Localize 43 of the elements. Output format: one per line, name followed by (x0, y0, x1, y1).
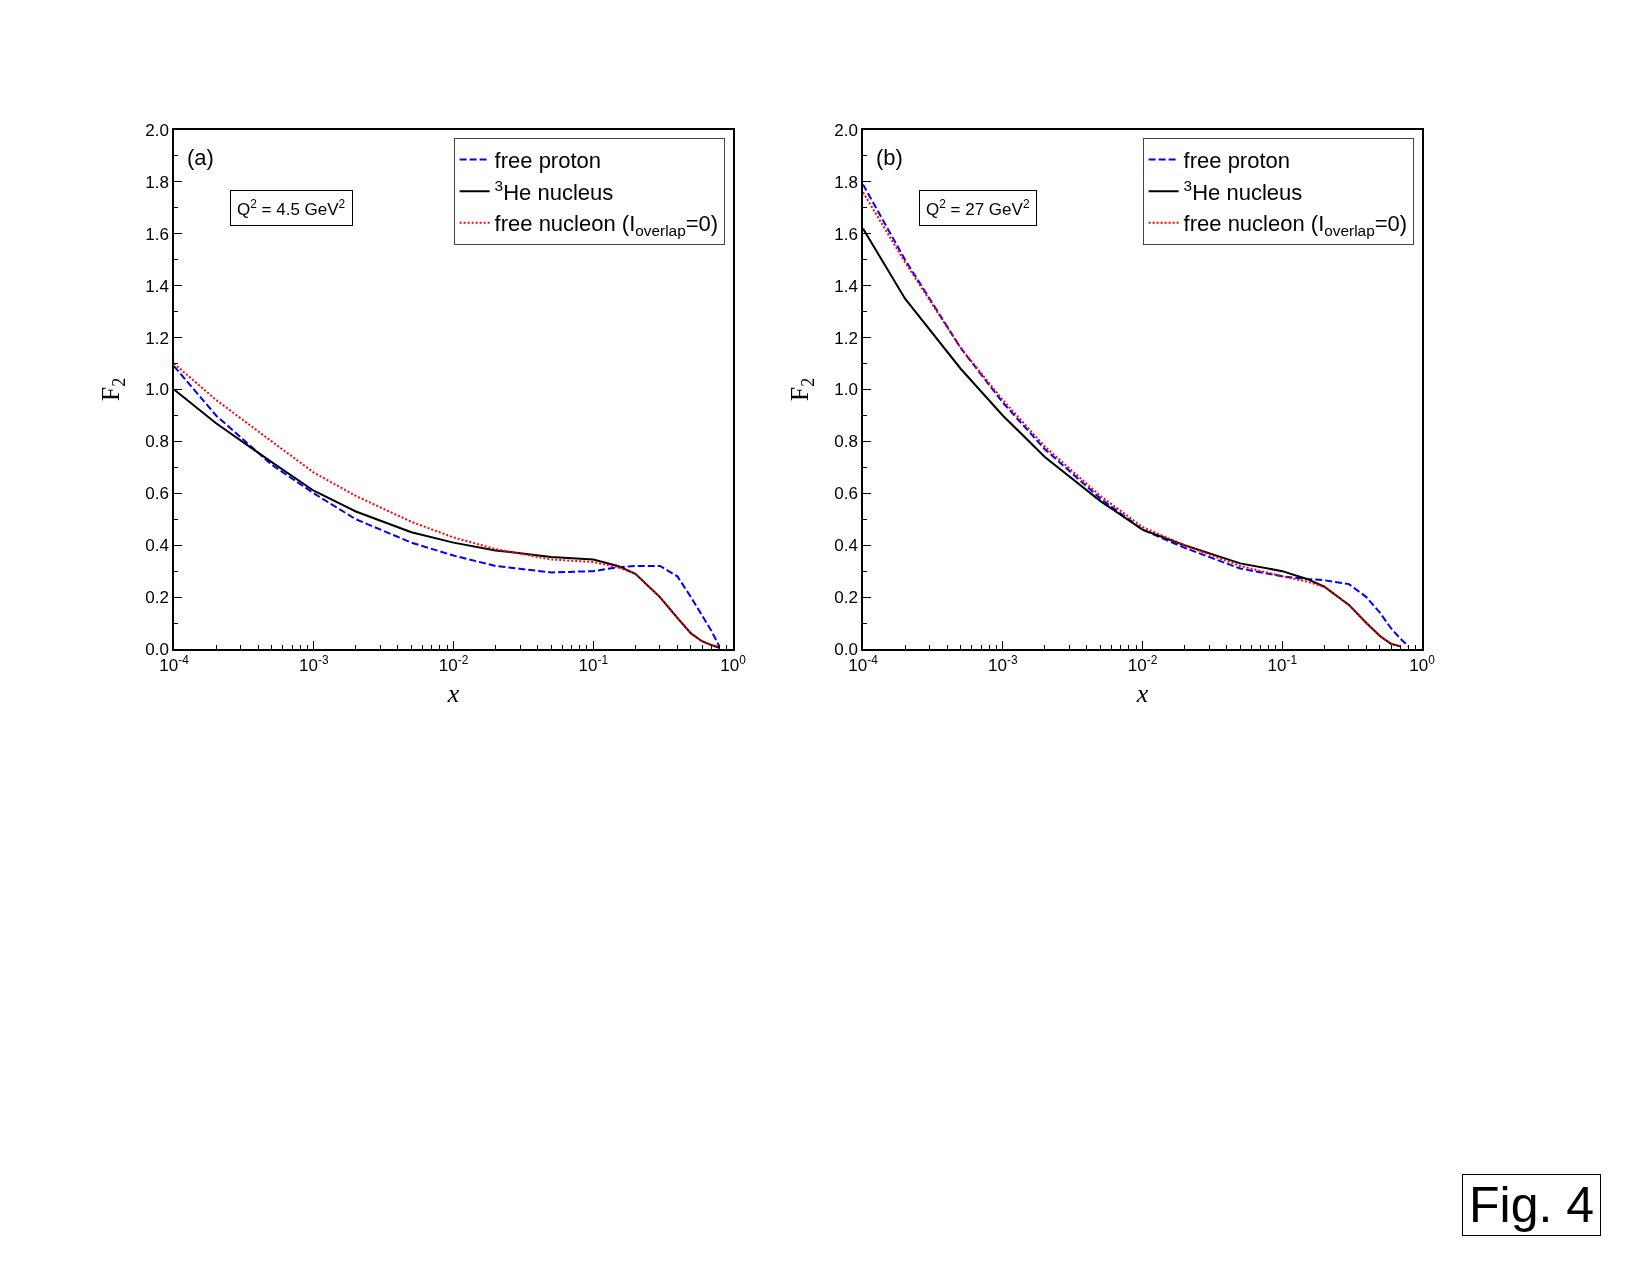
y-tick-label: 0.6 (145, 484, 169, 504)
x-tick-label: 10$^{-2}$ (438, 653, 469, 676)
x-tick-label: 10$^{-1}$ (1267, 653, 1298, 676)
legend-label: free proton (494, 148, 602, 174)
x-tick-label: 10$^{0}$ (1409, 653, 1436, 676)
annotation: (a) (187, 145, 214, 170)
y-tick-label: 0.2 (834, 588, 858, 608)
legend-label: $^{3}$He nucleus (1183, 176, 1303, 205)
y-tick-label: 1.2 (145, 328, 169, 348)
y-tick-label: 0.4 (834, 536, 858, 556)
y-tick-label: 0.4 (145, 536, 169, 556)
y-tick-label: 0.0 (145, 639, 169, 659)
y-tick-label: 0.6 (834, 484, 858, 504)
x-tick-label: 10$^{-3}$ (299, 653, 329, 676)
y-tick-label: 1.4 (145, 276, 169, 296)
caption: Fig. 4 (1462, 1174, 1602, 1236)
y-tick-label: 2.0 (145, 120, 169, 140)
y-tick-label: 1.8 (145, 172, 169, 192)
x-tick-label: 10$^{-1}$ (578, 653, 609, 676)
y-tick-label: 1.0 (145, 380, 169, 400)
x-axis-title: x (1135, 679, 1149, 709)
legend-label: $^{3}$He nucleus (494, 176, 614, 205)
y-tick-label: 0.2 (145, 588, 169, 608)
annotation: Q$^{2}$ = 4.5 GeV$^{2}$ (237, 197, 346, 220)
y-tick-label: 0.8 (145, 432, 169, 452)
y-tick-label: 1.4 (834, 276, 858, 296)
x-tick-label: 10$^{-2}$ (1127, 653, 1158, 676)
legend-label: free proton (1183, 148, 1291, 174)
legend-label: free nucleon (I$_{overlap}$=0) (494, 211, 719, 239)
y-tick-label: 0.0 (834, 639, 858, 659)
x-tick-label: 10$^{0}$ (720, 653, 747, 676)
y-tick-label: 0.8 (834, 432, 858, 452)
y-tick-label: 2.0 (834, 120, 858, 140)
annotation: (b) (876, 145, 903, 170)
y-tick-label: 1.0 (834, 380, 858, 400)
legend-label: free nucleon (I$_{overlap}$=0) (1183, 211, 1408, 239)
annotation: Q$^{2}$ = 27 GeV$^{2}$ (926, 197, 1030, 220)
y-tick-label: 1.6 (145, 224, 169, 244)
x-tick-label: 10$^{-3}$ (988, 653, 1018, 676)
y-tick-label: 1.2 (834, 328, 858, 348)
y-tick-label: 1.6 (834, 224, 858, 244)
y-tick-label: 1.8 (834, 172, 858, 192)
x-axis-title: x (446, 679, 460, 709)
